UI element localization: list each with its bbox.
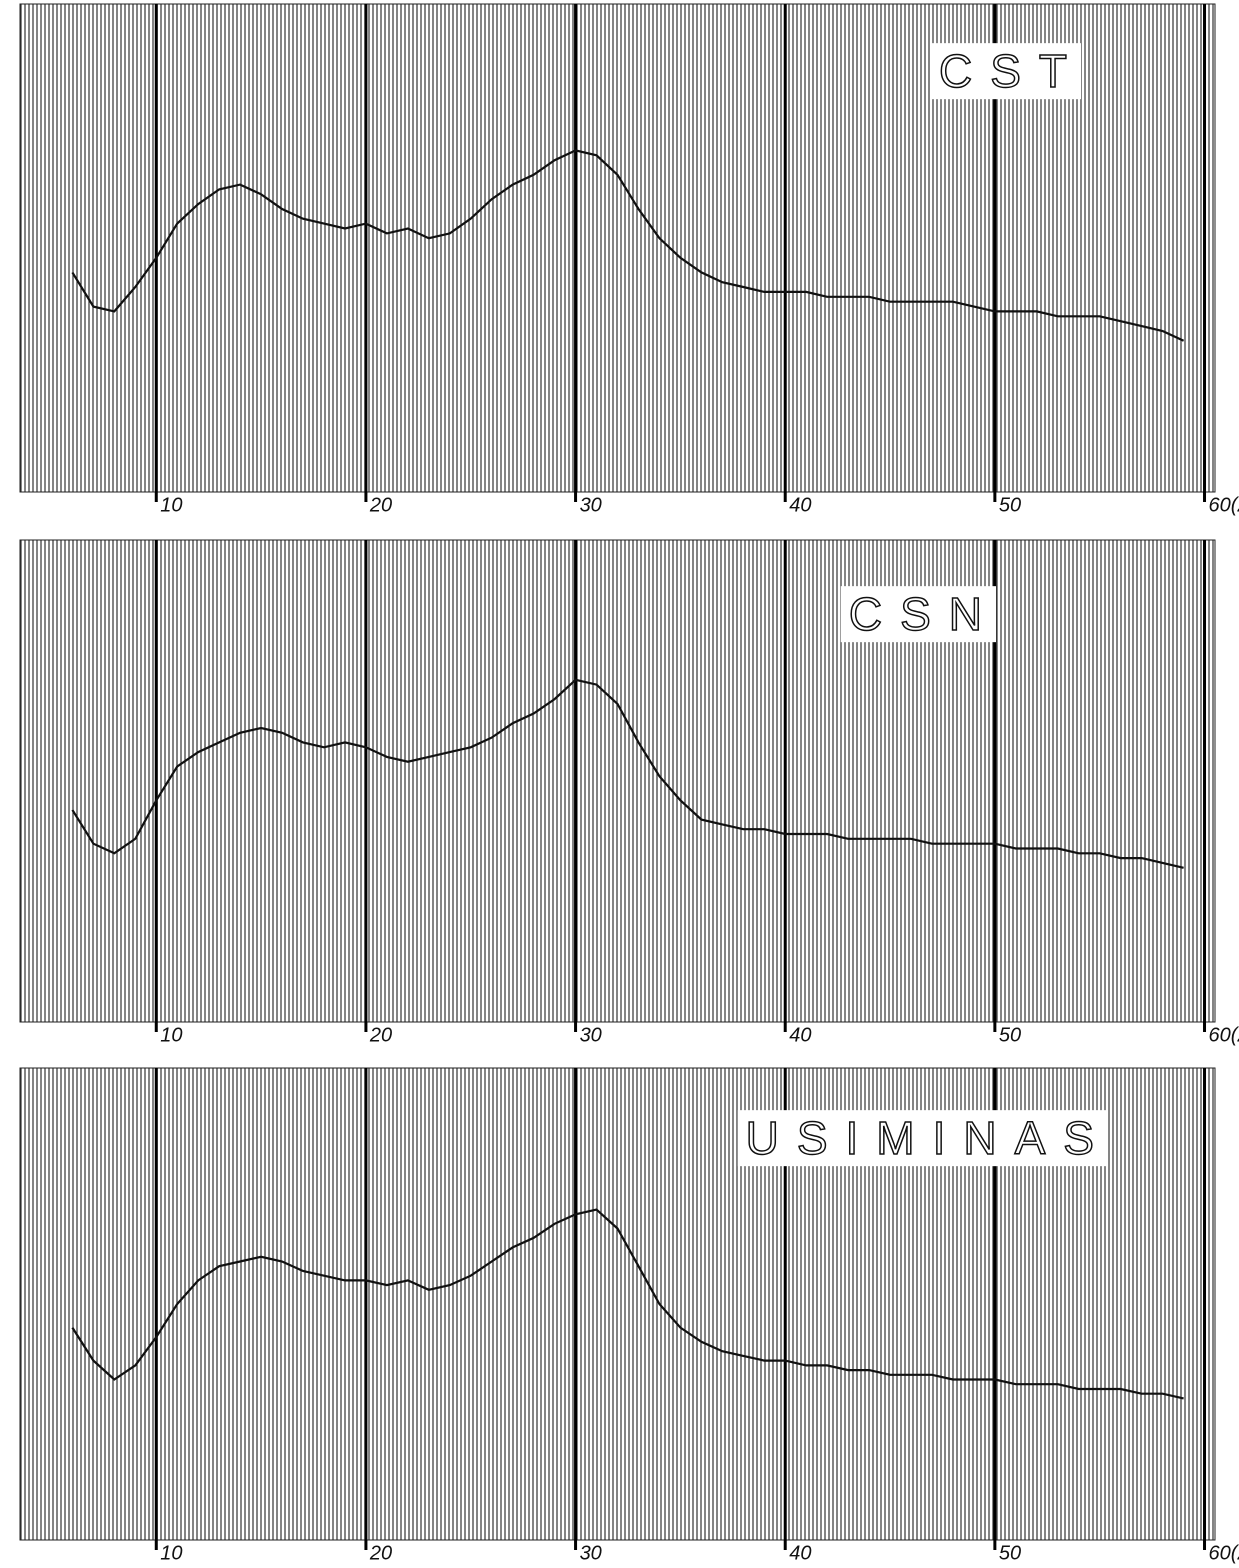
x-tick-label: 50 <box>999 1024 1021 1046</box>
x-tick-label: 50 <box>999 1542 1021 1564</box>
title-box <box>931 43 1081 100</box>
diffractogram-panel: 10 20 30 40 50 60(2θ) USIMINAS <box>19 1067 1239 1564</box>
chart-paper <box>19 539 1216 1023</box>
x-tick-label: 40 <box>789 494 811 516</box>
intensity-trace <box>71 149 1185 342</box>
x-tick-label: 60(2θ) <box>1209 1024 1239 1046</box>
diffractogram-panel: 10 20 30 40 50 60(2θ) CST <box>19 3 1239 516</box>
x-tick-label: 30 <box>580 1024 602 1046</box>
title-box <box>840 586 996 643</box>
x-tick-label: 10 <box>160 1542 182 1564</box>
x-tick-label: 50 <box>999 494 1021 516</box>
x-tick-label: 40 <box>789 1542 811 1564</box>
x-tick-label: 10 <box>160 1024 182 1046</box>
panel-title: CST <box>939 45 1085 97</box>
x-tick-label: 20 <box>369 494 392 516</box>
x-tick-label: 60(2θ) <box>1209 494 1239 516</box>
intensity-trace <box>71 678 1184 869</box>
x-tick-label: 40 <box>789 1024 811 1046</box>
x-tick-label: 60(2θ) <box>1209 1542 1239 1564</box>
intensity-trace <box>71 1208 1184 1400</box>
x-tick-label: 30 <box>580 494 602 516</box>
panel-title: CSN <box>849 588 1000 640</box>
x-tick-label: 30 <box>580 1542 602 1564</box>
diffractogram-panel: 10 20 30 40 50 60(2θ) CSN <box>19 539 1239 1046</box>
x-tick-label: 20 <box>369 1024 392 1046</box>
x-tick-label: 10 <box>160 494 182 516</box>
panel-title: USIMINAS <box>746 1112 1112 1164</box>
title-box <box>737 1110 1108 1167</box>
x-tick-label: 20 <box>369 1542 392 1564</box>
